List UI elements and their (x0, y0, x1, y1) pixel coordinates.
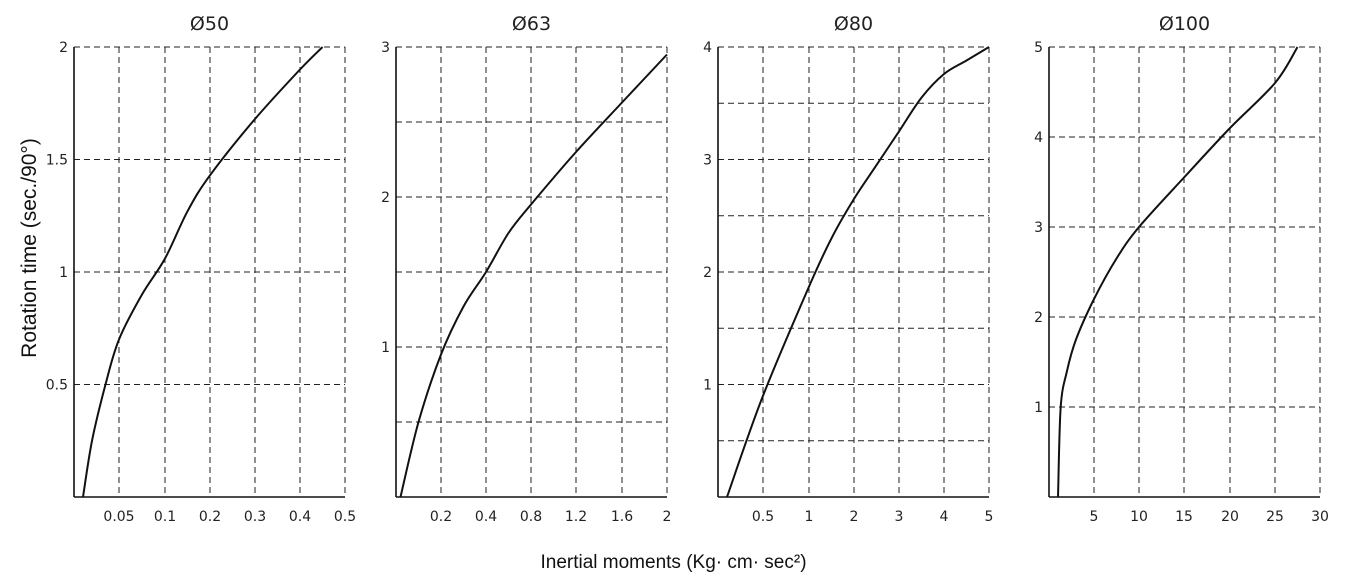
panel-title: Ø80 (834, 13, 873, 35)
x-tick-label: 30 (1311, 509, 1329, 525)
y-tick-label: 0.5 (46, 378, 68, 394)
x-tick-label: 0.05 (103, 509, 134, 525)
x-tick-label: 5 (985, 509, 994, 525)
y-tick-label: 1 (59, 265, 68, 281)
x-tick-label: 5 (1090, 509, 1099, 525)
x-tick-label: 1.6 (611, 509, 633, 525)
x-tick-label: 1 (805, 509, 814, 525)
y-tick-label: 3 (1034, 220, 1043, 236)
x-tick-label: 0.5 (334, 509, 356, 525)
x-tick-label: 0.4 (475, 509, 497, 525)
x-tick-label: 25 (1266, 509, 1284, 525)
y-axis-label: Rotation time (sec./90°) (18, 138, 41, 358)
x-tick-label: 4 (940, 509, 949, 525)
x-tick-label: 15 (1175, 509, 1193, 525)
y-tick-label: 2 (703, 265, 712, 281)
y-tick-label: 4 (703, 40, 712, 56)
x-tick-label: 0.1 (154, 509, 176, 525)
x-tick-label: 20 (1221, 509, 1239, 525)
x-tick-label: 0.8 (520, 509, 542, 525)
series-line (726, 46, 990, 498)
x-tick-label: 0.5 (752, 509, 774, 525)
y-tick-label: 1.5 (46, 153, 68, 169)
y-tick-label: 5 (1034, 40, 1043, 56)
x-axis-label: Inertial moments (Kg· cm· sec²) (540, 552, 807, 573)
x-tick-label: 0.2 (430, 509, 452, 525)
x-tick-label: 10 (1130, 509, 1148, 525)
panel-title: Ø100 (1159, 13, 1210, 35)
y-tick-label: 3 (381, 40, 390, 56)
series-line (1057, 46, 1299, 498)
y-tick-label: 1 (1034, 400, 1043, 416)
x-tick-label: 0.3 (244, 509, 266, 525)
y-tick-label: 2 (1034, 310, 1043, 326)
x-tick-label: 0.2 (199, 509, 221, 525)
x-tick-label: 0.4 (289, 509, 311, 525)
series-line (82, 46, 324, 498)
y-tick-label: 1 (381, 340, 390, 356)
y-tick-label: 4 (1034, 130, 1043, 146)
panel-title: Ø63 (512, 13, 551, 35)
y-tick-label: 2 (381, 190, 390, 206)
y-tick-label: 3 (703, 153, 712, 169)
y-tick-label: 1 (703, 378, 712, 394)
x-tick-label: 3 (895, 509, 904, 525)
x-tick-label: 1.2 (565, 509, 587, 525)
y-tick-label: 2 (59, 40, 68, 56)
x-tick-label: 2 (850, 509, 859, 525)
series-line (399, 53, 668, 498)
panel-title: Ø50 (190, 13, 229, 35)
x-tick-label: 2 (663, 509, 672, 525)
